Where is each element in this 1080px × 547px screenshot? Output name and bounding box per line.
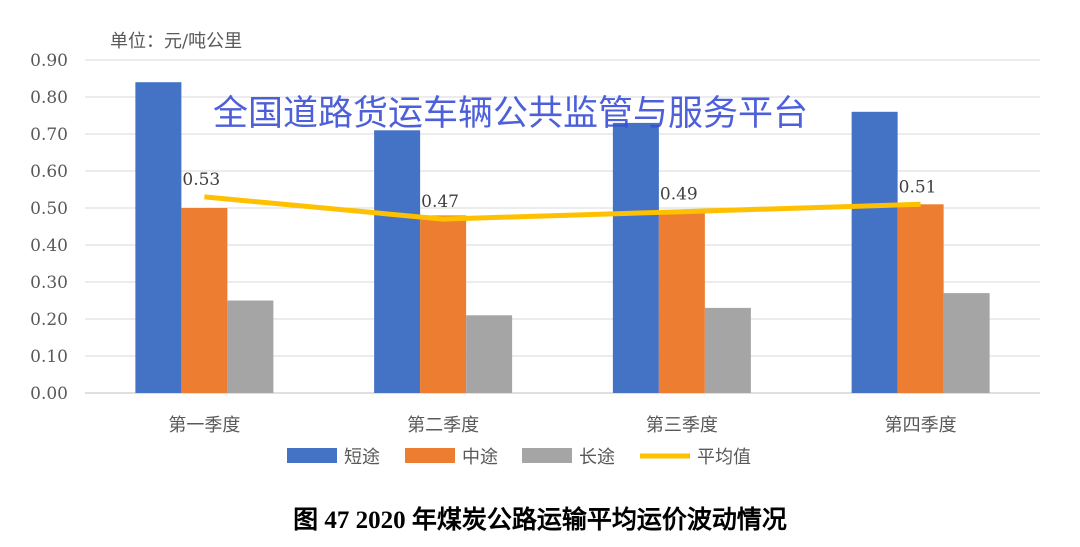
legend-swatch bbox=[405, 448, 455, 463]
bar-中途 bbox=[658, 211, 705, 393]
bar-短途 bbox=[612, 122, 659, 394]
line-平均值 bbox=[204, 194, 921, 222]
data-label: 0.51 bbox=[899, 177, 937, 197]
bar-中途 bbox=[897, 204, 944, 393]
y-tick-label: 0.10 bbox=[30, 347, 68, 367]
legend-label: 中途 bbox=[462, 447, 498, 468]
bar-长途 bbox=[943, 293, 990, 393]
unit-label: 单位：元/吨公里 bbox=[110, 31, 242, 52]
y-tick-label: 0.90 bbox=[30, 51, 68, 71]
x-tick-label: 第二季度 bbox=[407, 415, 479, 436]
legend-swatch bbox=[522, 448, 572, 463]
bar-短途 bbox=[851, 111, 898, 394]
bar-中途 bbox=[181, 208, 228, 393]
average-line bbox=[204, 194, 921, 222]
legend-label: 短途 bbox=[344, 447, 380, 468]
legend-label: 平均值 bbox=[697, 447, 751, 468]
y-tick-label: 0.00 bbox=[30, 384, 68, 404]
y-tick-label: 0.80 bbox=[30, 88, 68, 108]
y-tick-label: 0.50 bbox=[30, 199, 68, 219]
legend-swatch bbox=[287, 448, 337, 463]
labels: 第一季度 第二季度 第三季度 第四季度 0.53 0.47 0.49 0.51 bbox=[168, 170, 956, 436]
watermark: 全国道路货运车辆公共监管与服务平台 bbox=[213, 94, 808, 134]
bar-长途 bbox=[227, 300, 274, 393]
bars bbox=[135, 82, 990, 394]
legend-label: 长途 bbox=[579, 447, 615, 468]
y-tick-label: 0.30 bbox=[30, 273, 68, 293]
y-tick-label: 0.20 bbox=[30, 310, 68, 330]
x-tick-label: 第四季度 bbox=[885, 415, 957, 436]
chart-caption: 图 47 2020 年煤炭公路运输平均运价波动情况 bbox=[293, 505, 787, 534]
bar-长途 bbox=[466, 315, 513, 393]
x-tick-label: 第三季度 bbox=[646, 415, 718, 436]
x-tick-label: 第一季度 bbox=[168, 415, 240, 436]
y-tick-label: 0.40 bbox=[30, 236, 68, 256]
data-label: 0.53 bbox=[182, 170, 220, 190]
grid: 0.00 0.10 0.20 0.30 0.40 0.50 0.60 0.70 0.80 0.90 bbox=[30, 51, 1040, 404]
y-tick-label: 0.60 bbox=[30, 162, 68, 182]
legend: 短途 中途 长途 平均值 bbox=[287, 447, 751, 468]
data-label: 0.47 bbox=[421, 192, 459, 212]
bar-短途 bbox=[135, 82, 182, 393]
y-tick-label: 0.70 bbox=[30, 125, 68, 145]
data-label: 0.49 bbox=[660, 185, 698, 205]
bar-长途 bbox=[704, 307, 751, 393]
bar-中途 bbox=[420, 215, 467, 393]
bar-短途 bbox=[374, 130, 421, 394]
